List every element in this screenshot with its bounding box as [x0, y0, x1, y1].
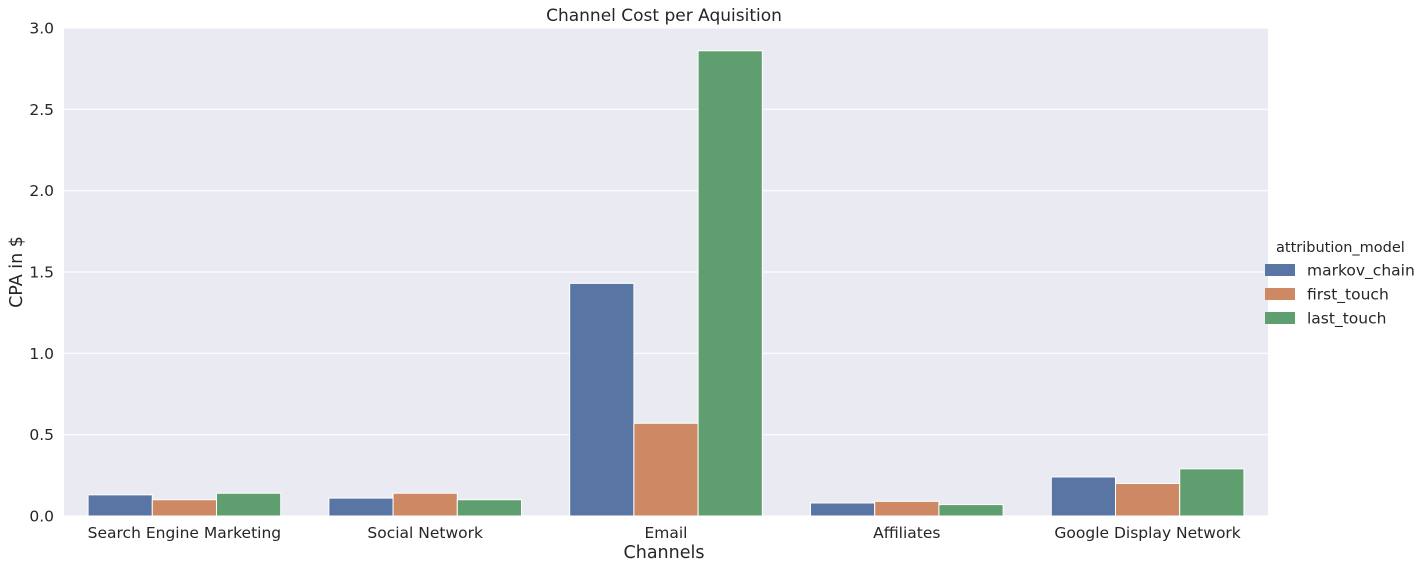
legend: attribution_model markov_chain first_touc…	[1265, 240, 1415, 329]
x-tick-label: Social Network	[367, 524, 483, 542]
bar-last-touch	[697, 50, 763, 517]
bars	[87, 50, 1245, 517]
y-tick-label: 1.5	[29, 264, 54, 282]
legend-swatch-markov-chain	[1265, 264, 1295, 276]
x-tick-label: Email	[644, 524, 687, 542]
bar-last-touch	[938, 504, 1004, 517]
x-tick-labels: Search Engine Marketing Social Network Ema…	[88, 524, 1241, 542]
legend-swatch-first-touch	[1265, 288, 1295, 300]
y-tick-label: 1.0	[29, 345, 54, 363]
bar-markov-chain	[569, 282, 635, 517]
bar-last-touch	[1179, 468, 1245, 517]
y-tick-labels: 0.0 0.5 1.0 1.5 2.0 2.5 3.0	[29, 20, 54, 526]
y-tick-label: 2.0	[29, 182, 54, 200]
legend-title: attribution_model	[1276, 240, 1405, 256]
y-tick-label: 0.0	[29, 508, 54, 526]
bar-first-touch	[392, 492, 458, 517]
legend-item-label: last_touch	[1307, 310, 1386, 329]
y-tick-label: 0.5	[29, 426, 54, 444]
legend-item-label: markov_chain	[1307, 262, 1415, 281]
bar-last-touch	[456, 499, 523, 517]
bar-last-touch	[216, 492, 282, 517]
x-tick-label: Search Engine Marketing	[88, 524, 281, 542]
bar-markov-chain	[1050, 476, 1116, 517]
bar-markov-chain	[87, 494, 153, 517]
legend-item-label: first_touch	[1307, 286, 1389, 305]
legend-swatch-last-touch	[1265, 312, 1295, 324]
chart-title: Channel Cost per Aquisition	[546, 6, 782, 26]
bar-first-touch	[633, 422, 699, 517]
bar-first-touch	[151, 499, 218, 517]
x-axis-label: Channels	[624, 543, 705, 563]
bar-markov-chain	[809, 502, 876, 517]
y-tick-label: 3.0	[29, 20, 54, 38]
y-axis-label: CPA in $	[7, 236, 27, 308]
x-tick-label: Google Display Network	[1054, 524, 1240, 542]
y-tick-label: 2.5	[29, 101, 54, 119]
bar-first-touch	[1114, 482, 1181, 517]
x-tick-label: Affiliates	[873, 524, 940, 542]
bar-first-touch	[874, 500, 940, 517]
bar-markov-chain	[328, 497, 394, 517]
